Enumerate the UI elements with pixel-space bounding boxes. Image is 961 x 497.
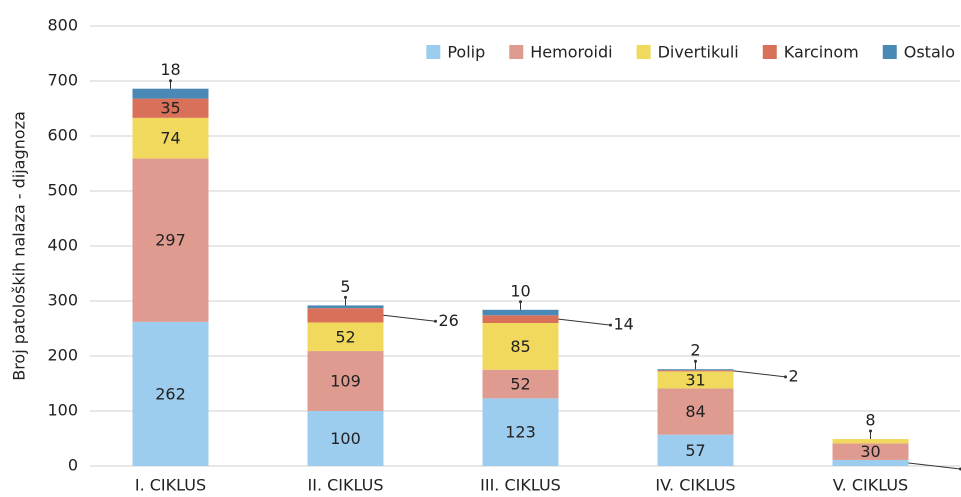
y-tick-label: 700 <box>47 71 78 90</box>
bar-segment <box>482 369 559 399</box>
data-label: 85 <box>510 337 530 356</box>
legend-label: Karcinom <box>784 43 859 62</box>
data-label: 31 <box>685 370 705 389</box>
y-tick-label: 400 <box>47 236 78 255</box>
leader-line <box>733 370 786 378</box>
bar-segment <box>307 305 384 309</box>
bar-segment <box>307 411 384 466</box>
leader-dot <box>344 295 347 299</box>
data-label: 84 <box>685 402 705 421</box>
x-tick-label: III. CIKLUS <box>480 476 561 495</box>
data-label: 74 <box>160 129 180 148</box>
data-label: 2 <box>789 366 799 385</box>
y-tick-label: 500 <box>47 181 78 200</box>
y-tick-label: 200 <box>47 346 78 365</box>
bar-segment <box>657 370 734 372</box>
legend-swatch <box>762 45 777 59</box>
legend-label: Hemoroidi <box>530 43 612 62</box>
legend-label: Ostalo <box>904 43 955 62</box>
x-tick-label: II. CIKLUS <box>308 476 384 495</box>
y-axis-label: Broj patoloških nalaza - dijagnoza <box>10 111 29 381</box>
legend-label: Divertikuli <box>658 43 739 62</box>
leader-dot <box>784 375 787 379</box>
data-label: 18 <box>160 60 180 79</box>
legend-swatch <box>509 45 524 59</box>
y-tick-label: 100 <box>47 401 78 420</box>
y-tick-label: 800 <box>47 16 78 35</box>
bar-segment <box>482 309 559 316</box>
leader-dot <box>434 319 437 323</box>
x-tick-label: V. CIKLUS <box>833 476 908 495</box>
data-label: 30 <box>860 442 880 461</box>
data-label: 26 <box>439 311 459 330</box>
data-label: 52 <box>335 327 355 346</box>
legend-swatch <box>882 45 897 59</box>
bar-segment <box>832 443 909 460</box>
bar-segment <box>657 434 734 466</box>
bar-segment <box>482 323 559 370</box>
bar-segment <box>482 315 559 323</box>
leader-dot <box>869 429 872 433</box>
leader-dot <box>694 359 697 363</box>
leader-dot <box>519 300 522 304</box>
bar-segment <box>657 388 734 435</box>
data-label: 57 <box>685 441 705 460</box>
bar-segment <box>657 369 734 371</box>
x-tick-label: IV. CIKLUS <box>655 476 735 495</box>
y-tick-label: 600 <box>47 126 78 145</box>
bar-segment <box>307 322 384 352</box>
legend-swatch <box>636 45 651 59</box>
leader-line <box>558 318 611 326</box>
data-label: 123 <box>505 423 536 442</box>
bar-segment <box>132 321 209 466</box>
y-tick-label: 0 <box>68 456 78 475</box>
data-label: 109 <box>330 372 361 391</box>
legend-swatch <box>426 45 441 59</box>
data-label: 100 <box>330 429 361 448</box>
leader-line <box>383 314 436 322</box>
data-label: 8 <box>865 411 875 430</box>
bar-segment <box>132 88 209 99</box>
bar-segment <box>482 398 559 466</box>
data-label: 2 <box>690 341 700 360</box>
legend-label: Polip <box>447 43 485 62</box>
bar-segment <box>832 459 909 466</box>
data-label: 35 <box>160 99 180 118</box>
data-label: 14 <box>614 315 634 334</box>
bar-segment <box>307 351 384 411</box>
data-label: 297 <box>155 231 186 250</box>
bar-segment <box>657 371 734 389</box>
data-label: 10 <box>510 281 530 300</box>
data-label: 52 <box>510 375 530 394</box>
bar-segment <box>132 158 209 322</box>
data-label: 5 <box>340 277 350 296</box>
leader-line <box>908 462 961 470</box>
bar-segment <box>132 98 209 118</box>
bar-segment <box>832 439 909 444</box>
data-label: 262 <box>155 384 186 403</box>
y-tick-label: 300 <box>47 291 78 310</box>
x-tick-label: I. CIKLUS <box>135 476 206 495</box>
bar-segment <box>307 308 384 323</box>
leader-dot <box>169 79 172 83</box>
leader-dot <box>609 323 612 327</box>
bar-segment <box>132 117 209 159</box>
